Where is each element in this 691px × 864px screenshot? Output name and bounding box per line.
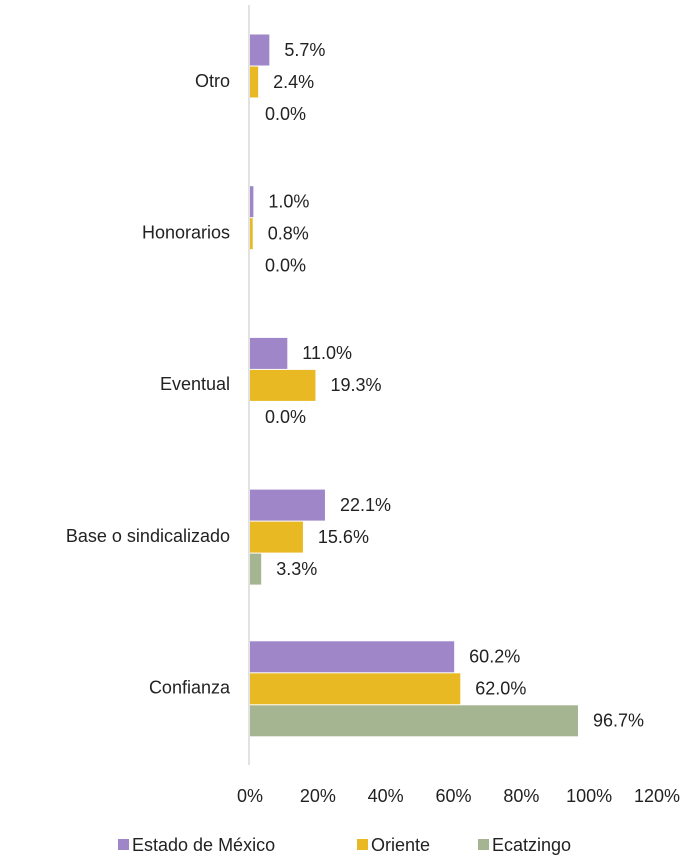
value-label: 96.7% (593, 711, 644, 731)
value-label: 22.1% (340, 495, 391, 515)
value-label: 0.0% (265, 255, 306, 275)
value-label: 19.3% (330, 375, 381, 395)
value-label: 1.0% (268, 191, 309, 211)
bar (250, 553, 262, 585)
bar (250, 641, 455, 673)
bar (250, 369, 316, 401)
x-tick-label: 80% (503, 786, 539, 806)
value-label: 0.8% (268, 223, 309, 243)
value-label: 5.7% (284, 40, 325, 60)
value-label: 0.0% (265, 407, 306, 427)
legend-label: Estado de México (132, 835, 275, 855)
value-label: 62.0% (475, 679, 526, 699)
value-label: 60.2% (469, 647, 520, 667)
x-tick-label: 60% (435, 786, 471, 806)
category-label: Eventual (160, 374, 230, 394)
value-label: 0.0% (265, 104, 306, 124)
category-label: Base o sindicalizado (66, 526, 230, 546)
bar (250, 489, 325, 521)
legend-swatch (357, 839, 368, 850)
bar (250, 218, 253, 250)
value-label: 2.4% (273, 72, 314, 92)
bar (250, 337, 288, 369)
category-label: Otro (195, 71, 230, 91)
bar (250, 705, 578, 737)
bar (250, 673, 461, 705)
bar (250, 186, 254, 218)
x-tick-label: 20% (300, 786, 336, 806)
x-tick-label: 0% (237, 786, 263, 806)
value-label: 11.0% (302, 343, 352, 363)
legend-swatch (118, 839, 129, 850)
category-label: Honorarios (142, 222, 230, 242)
x-tick-label: 100% (566, 786, 612, 806)
x-tick-label: 120% (634, 786, 680, 806)
bar (250, 66, 259, 98)
x-tick-label: 40% (368, 786, 404, 806)
bar (250, 521, 303, 553)
value-label: 3.3% (276, 559, 317, 579)
legend-swatch (478, 839, 489, 850)
category-label: Confianza (149, 678, 231, 698)
legend-label: Ecatzingo (492, 835, 571, 855)
legend-label: Oriente (371, 835, 430, 855)
value-label: 15.6% (318, 527, 369, 547)
bar (250, 34, 270, 66)
